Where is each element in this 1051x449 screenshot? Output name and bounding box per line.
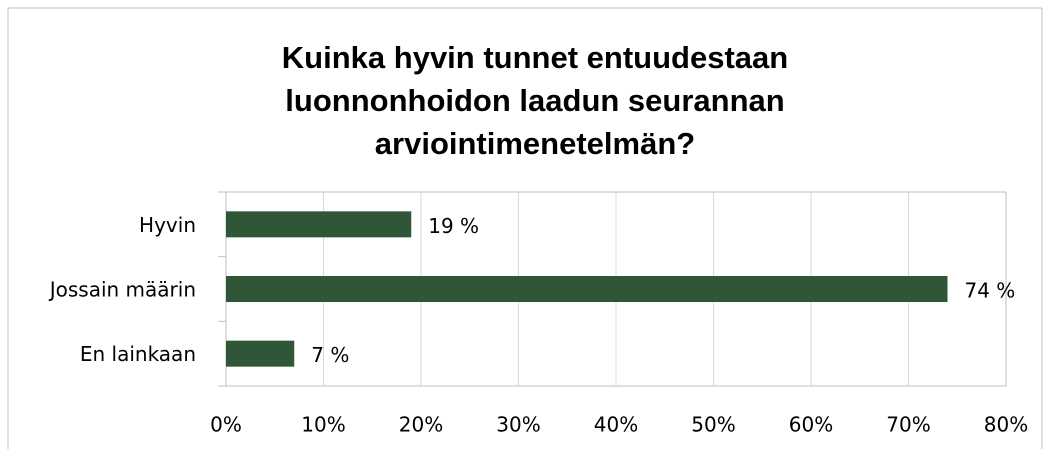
chart-title: Kuinka hyvin tunnet entuudestaan luonnon…	[281, 40, 789, 161]
x-tick-label: 20%	[399, 413, 443, 437]
x-tick-label: 0%	[210, 413, 242, 437]
bar	[226, 276, 948, 302]
data-label: 7 %	[311, 343, 349, 367]
x-tick-label: 60%	[789, 413, 833, 437]
bar	[226, 340, 295, 367]
x-tick-label: 80%	[984, 413, 1028, 437]
x-tick-label: 70%	[886, 413, 930, 437]
data-label: 74 %	[965, 279, 1016, 303]
bar	[226, 211, 412, 238]
data-label: 19 %	[428, 214, 479, 238]
y-tick-label: Hyvin	[139, 213, 196, 237]
x-tick-label: 40%	[594, 413, 638, 437]
x-tick-label: 10%	[301, 413, 345, 437]
x-tick-label: 30%	[496, 413, 540, 437]
x-tick-label: 50%	[691, 413, 735, 437]
y-tick-label: En lainkaan	[80, 342, 196, 366]
y-tick-label: Jossain määrin	[48, 278, 196, 302]
